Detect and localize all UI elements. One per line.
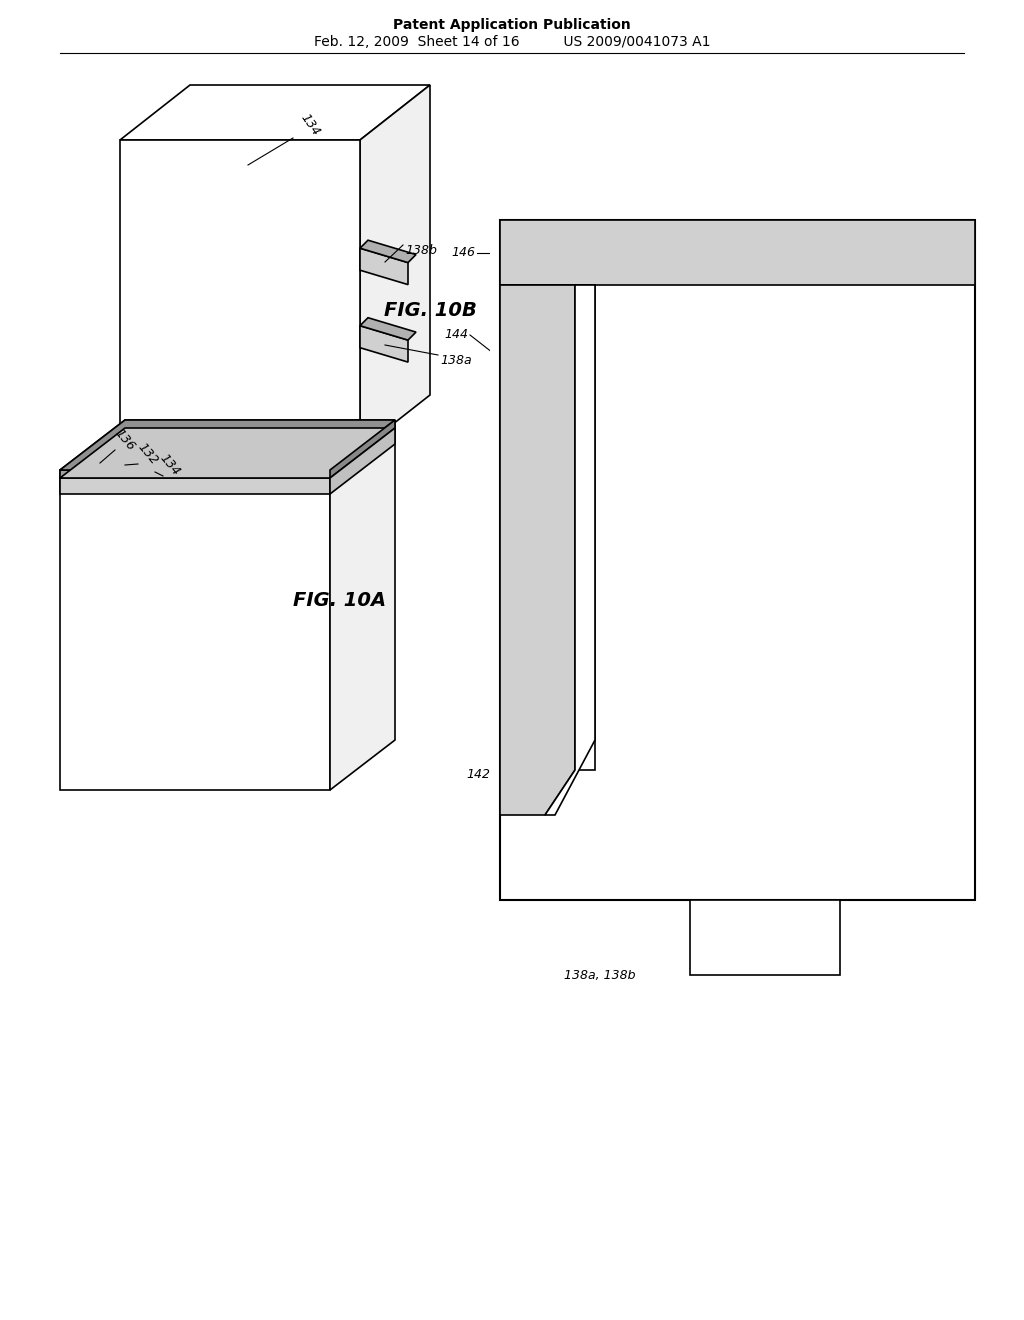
Polygon shape <box>330 420 395 478</box>
Text: 140: 140 <box>603 569 627 582</box>
Bar <box>680 845 820 920</box>
Bar <box>500 201 980 920</box>
Bar <box>60 470 330 789</box>
Polygon shape <box>120 84 430 140</box>
Polygon shape <box>500 285 575 814</box>
Polygon shape <box>330 420 395 789</box>
Polygon shape <box>360 326 408 362</box>
Polygon shape <box>60 420 395 470</box>
Text: 134: 134 <box>298 111 323 139</box>
Polygon shape <box>360 318 416 341</box>
Text: 146: 146 <box>451 247 475 260</box>
Bar <box>500 220 980 285</box>
Bar <box>500 220 975 285</box>
Text: FIG. 10C: FIG. 10C <box>824 755 916 775</box>
Text: Feb. 12, 2009  Sheet 14 of 16          US 2009/0041073 A1: Feb. 12, 2009 Sheet 14 of 16 US 2009/004… <box>313 36 711 49</box>
Bar <box>60 478 330 494</box>
Polygon shape <box>500 260 580 820</box>
Polygon shape <box>60 428 395 478</box>
Text: FIG. 10A: FIG. 10A <box>294 590 387 610</box>
Bar <box>500 220 980 920</box>
Bar <box>690 900 840 975</box>
Bar <box>500 220 975 900</box>
Bar <box>720 855 850 920</box>
Polygon shape <box>360 240 416 263</box>
Text: 134: 134 <box>670 594 694 606</box>
Polygon shape <box>60 420 395 470</box>
Bar <box>60 470 330 478</box>
Polygon shape <box>360 248 408 285</box>
Text: FIG. 10B: FIG. 10B <box>384 301 476 319</box>
Text: 132: 132 <box>135 441 161 467</box>
Text: 138b: 138b <box>406 243 437 256</box>
Text: 142: 142 <box>466 768 490 781</box>
Text: Patent Application Publication: Patent Application Publication <box>393 18 631 32</box>
Text: 144: 144 <box>444 329 468 342</box>
Polygon shape <box>330 428 395 494</box>
Text: 134: 134 <box>158 451 182 478</box>
Bar <box>490 180 1000 970</box>
Text: 138a, 138b: 138a, 138b <box>564 969 636 982</box>
Text: 136: 136 <box>113 426 137 453</box>
Polygon shape <box>500 285 590 820</box>
Text: 138a: 138a <box>440 354 472 367</box>
Polygon shape <box>360 84 430 450</box>
Bar <box>575 285 595 770</box>
Polygon shape <box>545 285 595 814</box>
Bar <box>120 140 360 450</box>
Bar <box>580 260 600 820</box>
Bar <box>500 201 980 260</box>
Text: 148: 148 <box>534 488 547 512</box>
Bar <box>500 285 575 770</box>
